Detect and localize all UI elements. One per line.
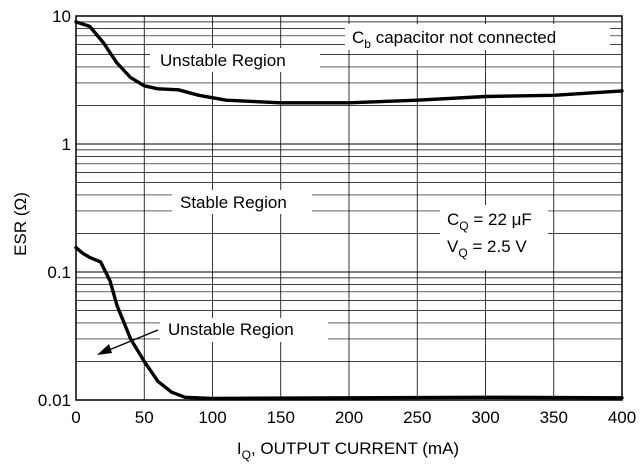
plot-frame bbox=[75, 15, 623, 401]
x-tick-label: 0 bbox=[71, 408, 80, 427]
series-lower-boundary-line bbox=[74, 245, 624, 401]
x-tick-label: 200 bbox=[335, 408, 363, 427]
x-tick-label: 100 bbox=[198, 408, 226, 427]
y-axis-title: ESR (Ω) bbox=[11, 192, 30, 256]
unstable-upper-label: Unstable Region bbox=[160, 51, 286, 70]
unstable-upper-bg bbox=[150, 48, 320, 72]
cb-note-label: Cb capacitor not connected bbox=[352, 28, 556, 51]
stable-region-label: Stable Region bbox=[180, 193, 287, 212]
unstable-lower-label: Unstable Region bbox=[168, 320, 294, 339]
params-bg bbox=[440, 205, 548, 270]
tick-labels: 0 50 100 150 200 250 300 350 400 0.01 0.1 1 10 bbox=[38, 7, 636, 427]
series-curves bbox=[74, 20, 624, 401]
x-tick-label: 300 bbox=[471, 408, 499, 427]
y-tick-label: 10 bbox=[52, 7, 71, 26]
unstable-lower-arrow-head bbox=[97, 344, 112, 355]
y-tick-label: 0.1 bbox=[47, 263, 71, 282]
series-upper-boundary-line bbox=[74, 20, 624, 105]
y-tick-label: 1 bbox=[62, 135, 71, 154]
cq-label: CQ = 22 μF bbox=[447, 210, 532, 233]
x-tick-label: 50 bbox=[135, 408, 154, 427]
x-tick-label: 250 bbox=[403, 408, 431, 427]
x-tick-label: 150 bbox=[267, 408, 295, 427]
y-tick-label: 0.01 bbox=[38, 391, 71, 410]
unstable-lower-bg bbox=[160, 318, 328, 342]
unstable-lower-arrow-shaft bbox=[103, 329, 159, 353]
x-axis-title: IQ, OUTPUT CURRENT (mA) bbox=[237, 439, 459, 462]
stable-bg bbox=[172, 190, 312, 214]
x-tick-label: 400 bbox=[608, 408, 636, 427]
x-tick-label: 350 bbox=[540, 408, 568, 427]
vq-label: VQ = 2.5 V bbox=[447, 237, 527, 260]
cb-note-bg bbox=[345, 24, 610, 50]
